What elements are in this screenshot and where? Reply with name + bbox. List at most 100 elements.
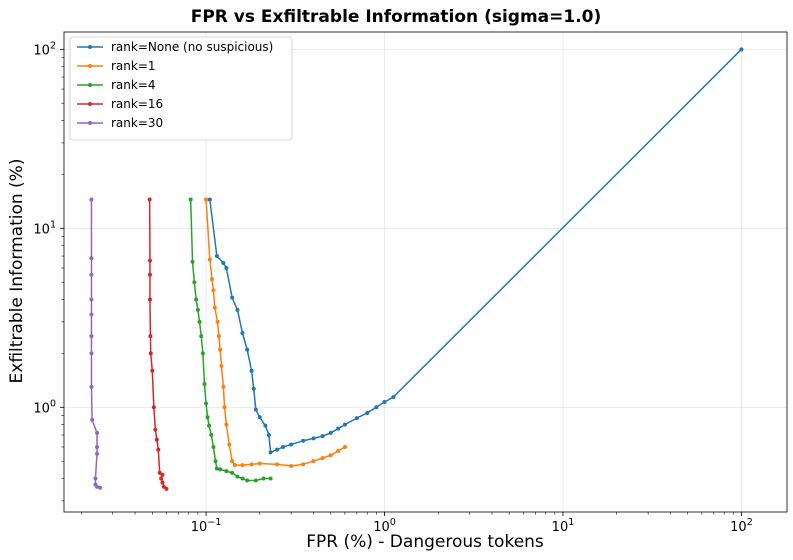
y-tick-label: 102 [33,40,56,58]
data-point [374,405,379,410]
data-point [266,433,271,438]
series-line-4 [90,199,101,489]
data-point [365,410,370,415]
data-point [289,463,294,468]
data-point [253,407,258,412]
data-point [221,384,226,389]
data-point [207,257,212,262]
data-point [342,445,347,449]
data-point [221,261,226,266]
data-point [90,417,95,422]
legend-entry: rank=None (no suspicious) [111,40,273,54]
data-point [89,297,94,302]
data-point [195,307,200,312]
data-point [147,258,152,263]
data-point [230,459,235,464]
data-point [391,395,396,400]
data-point [151,405,156,410]
data-point [199,334,204,339]
data-point [205,415,210,420]
data-point [328,430,333,435]
data-point [301,438,306,443]
data-point [188,197,193,202]
data-point [150,368,155,373]
data-point [204,197,209,202]
data-point [156,447,161,452]
data-point [95,451,100,456]
data-point [230,295,235,300]
data-point [160,480,165,485]
data-point [159,476,164,481]
data-point [212,305,217,310]
data-point [89,256,94,261]
data-point [336,448,341,453]
data-point [354,416,359,421]
x-tick-label: 100 [373,517,396,535]
tick-layer: 10−1 100 101 102 100 101 102 [33,40,752,535]
data-point [320,456,325,461]
data-point [249,462,254,467]
data-point [211,445,216,449]
data-point [235,474,240,479]
data-point [257,461,262,466]
legend-swatch-marker [88,83,92,87]
legend-entry: rank=1 [111,59,156,73]
legend: rank=None (no suspicious) rank=1 rank=4 ran… [69,36,293,141]
data-point [216,334,221,339]
data-point [268,450,273,455]
data-point [275,447,280,452]
data-point [253,478,258,483]
data-point [95,445,100,449]
data-point [89,351,94,356]
data-point [98,485,103,490]
data-point [89,384,94,389]
data-point [336,426,341,431]
data-point [232,463,237,468]
data-point [211,288,216,293]
data-point [289,442,294,447]
data-point [275,462,280,467]
legend-entry: rank=30 [111,116,163,130]
data-point [200,351,205,356]
data-point [147,297,152,302]
data-point [218,347,223,352]
data-point [240,463,245,468]
data-point [93,476,98,481]
legend-swatch-marker [88,121,92,125]
data-point [190,259,195,264]
data-point [207,423,212,428]
y-tick-label: 101 [33,219,56,237]
data-point [204,401,209,406]
data-point [382,400,387,405]
data-point [240,476,245,481]
data-point [89,312,94,317]
data-point [320,434,325,439]
data-point [257,415,262,420]
x-tick-label: 102 [730,517,753,535]
data-point [235,307,240,312]
data-point [147,197,152,202]
data-point [219,364,224,369]
data-point [251,386,256,391]
data-point [194,297,199,302]
data-point [261,476,266,481]
data-point [148,334,153,339]
data-point [89,334,94,339]
data-point [153,427,158,432]
data-point [148,351,153,356]
data-point [311,436,316,441]
x-axis-label: FPR (%) - Dangerous tokens [306,532,544,552]
x-tick-label: 101 [552,517,575,535]
data-point [281,445,286,449]
legend-swatch-marker [88,64,92,68]
frame-layer [63,31,788,513]
data-point [311,459,316,464]
data-point [213,459,218,464]
legend-entry: rank=4 [111,78,156,92]
legend-swatch-marker [88,102,92,106]
data-point [245,478,250,483]
data-point [249,368,254,373]
data-point [95,430,100,435]
data-point [215,319,220,324]
